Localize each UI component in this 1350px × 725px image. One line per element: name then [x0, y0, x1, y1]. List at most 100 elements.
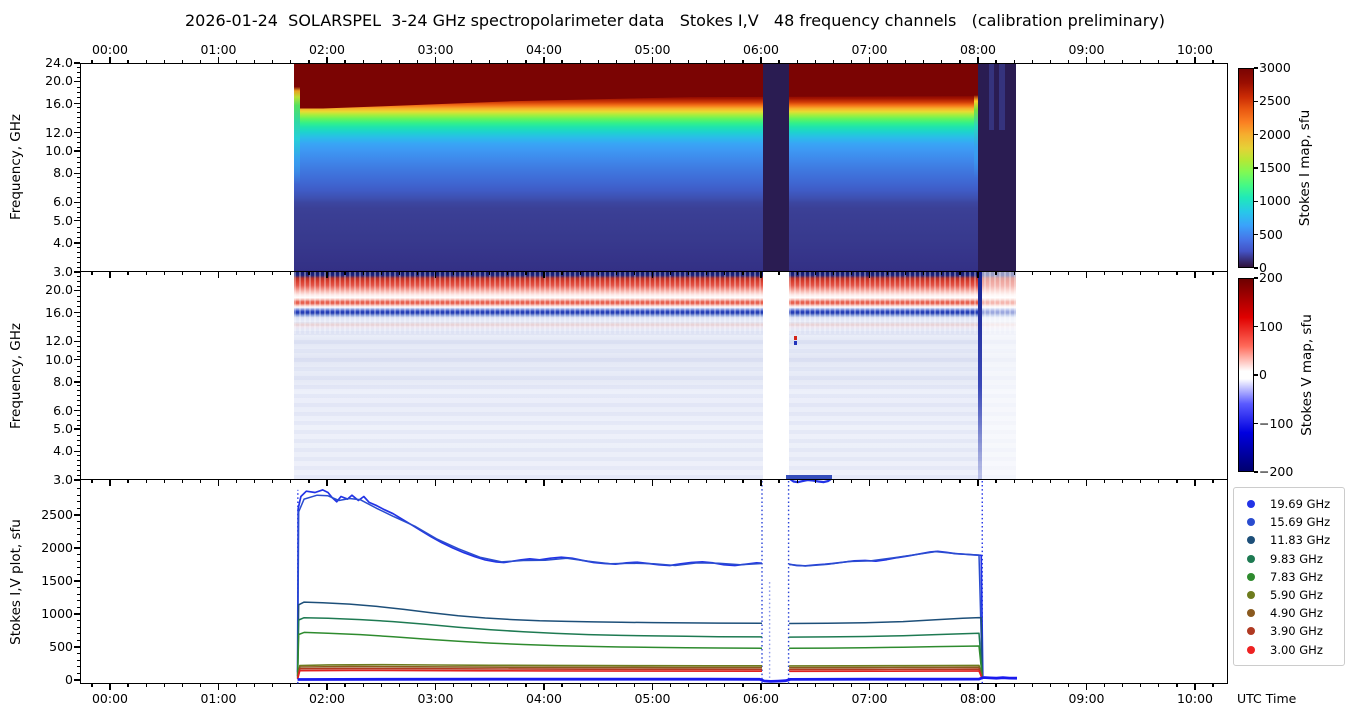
x-minor-tick [615, 480, 617, 483]
x-tick [109, 57, 111, 63]
x-minor-tick [814, 272, 816, 275]
freq-tick-label: 4.0 [53, 443, 73, 459]
x-minor-tick [886, 480, 889, 483]
legend-label: 15.69 GHz [1270, 515, 1331, 530]
y-minor-tick [77, 521, 80, 523]
x-minor-tick [507, 60, 509, 63]
freq-minor-tick [77, 296, 80, 298]
x-minor-tick [199, 684, 201, 687]
freq-minor-tick [77, 122, 80, 124]
y-minor-tick [77, 606, 80, 608]
blue-smear-low-freq [786, 475, 832, 479]
x-minor-tick [742, 272, 744, 275]
x-minor-tick [561, 272, 563, 275]
curve-7.83-ghz [296, 631, 763, 678]
freq-tick-label: 20.0 [45, 73, 73, 89]
x-minor-tick [923, 480, 925, 483]
freq-minor-tick [77, 191, 80, 193]
legend-marker [1247, 500, 1255, 509]
x-minor-tick [1067, 272, 1069, 275]
freq-minor-tick [77, 345, 80, 347]
x-minor-tick [380, 684, 382, 687]
x-minor-tick [398, 272, 400, 275]
y-minor-tick [77, 587, 80, 589]
x-minor-tick [235, 60, 238, 63]
freq-minor-tick [77, 196, 80, 198]
freq-tick-label: 5.0 [53, 421, 73, 437]
y-tick [74, 613, 80, 615]
freq-tick [74, 381, 80, 383]
x-minor-tick [398, 684, 400, 687]
bottom-time-tick-label: 09:00 [1068, 691, 1105, 706]
y-tick [74, 514, 80, 516]
x-minor-tick [1176, 684, 1178, 687]
x-minor-tick [633, 684, 635, 687]
x-minor-tick [688, 480, 690, 483]
x-tick [217, 480, 220, 486]
freq-minor-tick [77, 216, 80, 218]
x-minor-tick [471, 684, 473, 687]
x-minor-tick [615, 60, 617, 63]
top-time-tick-label: 09:00 [1068, 42, 1105, 57]
x-minor-tick [1140, 684, 1142, 687]
x-minor-tick [1122, 684, 1124, 687]
x-minor-tick [923, 60, 925, 63]
x-minor-tick [561, 480, 563, 483]
y-minor-tick [77, 507, 80, 509]
x-minor-tick [1049, 272, 1051, 275]
top-time-tick-label: 07:00 [851, 42, 888, 57]
x-minor-tick [959, 684, 961, 687]
x-minor-tick [742, 684, 744, 687]
freq-minor-tick [77, 325, 80, 327]
x-minor-tick [398, 480, 400, 483]
freq-minor-tick [77, 72, 80, 74]
x-minor-tick [254, 480, 256, 483]
y-tick-label: 2500 [41, 507, 73, 523]
x-minor-tick [1212, 60, 1214, 63]
y-tick [74, 547, 80, 549]
x-minor-tick [199, 480, 201, 483]
x-minor-tick [398, 60, 400, 63]
x-minor-tick [1067, 480, 1069, 483]
colorbar-i-tick-label: 0 [1259, 260, 1267, 276]
time-profile-curves [296, 480, 1018, 684]
x-minor-tick [416, 272, 418, 275]
x-minor-tick [525, 684, 527, 687]
colorbar-i-tick-label: 2500 [1259, 93, 1291, 109]
x-tick [1194, 57, 1196, 63]
x-minor-tick [308, 272, 310, 275]
freq-minor-tick [77, 316, 80, 318]
low-signal-stripe [999, 64, 1005, 131]
x-minor-tick [1158, 60, 1160, 63]
x-minor-tick [561, 684, 563, 687]
x-minor-tick [850, 684, 852, 687]
x-minor-tick [742, 60, 744, 63]
y-tick [74, 646, 80, 648]
freq-tick [74, 479, 80, 481]
freq-minor-tick [77, 231, 80, 233]
x-tick [543, 272, 545, 278]
x-minor-tick [1122, 480, 1124, 483]
x-minor-tick [1049, 480, 1051, 483]
x-tick [434, 57, 437, 63]
x-tick [109, 480, 111, 486]
freq-minor-tick [77, 67, 80, 69]
top-time-tick-label: 10:00 [1176, 42, 1214, 57]
colorbar-i-tick-label: 1000 [1259, 193, 1291, 209]
freq-tick-label: 12.0 [45, 333, 73, 349]
freq-minor-tick [77, 370, 80, 372]
x-minor-tick [688, 684, 690, 687]
freq-minor-tick [77, 474, 80, 476]
x-minor-tick [507, 480, 509, 483]
x-minor-tick [1176, 60, 1178, 63]
freq-axis-label-top: Frequency, GHz [8, 113, 24, 221]
x-minor-tick [724, 60, 726, 63]
x-minor-tick [597, 684, 599, 687]
top-time-tick-label: 01:00 [200, 42, 237, 57]
x-minor-tick [850, 60, 852, 63]
speckle-texture [294, 272, 1016, 335]
y-minor-tick [77, 554, 80, 556]
freq-minor-tick [77, 77, 80, 79]
freq-tick-label: 6.0 [53, 402, 73, 418]
